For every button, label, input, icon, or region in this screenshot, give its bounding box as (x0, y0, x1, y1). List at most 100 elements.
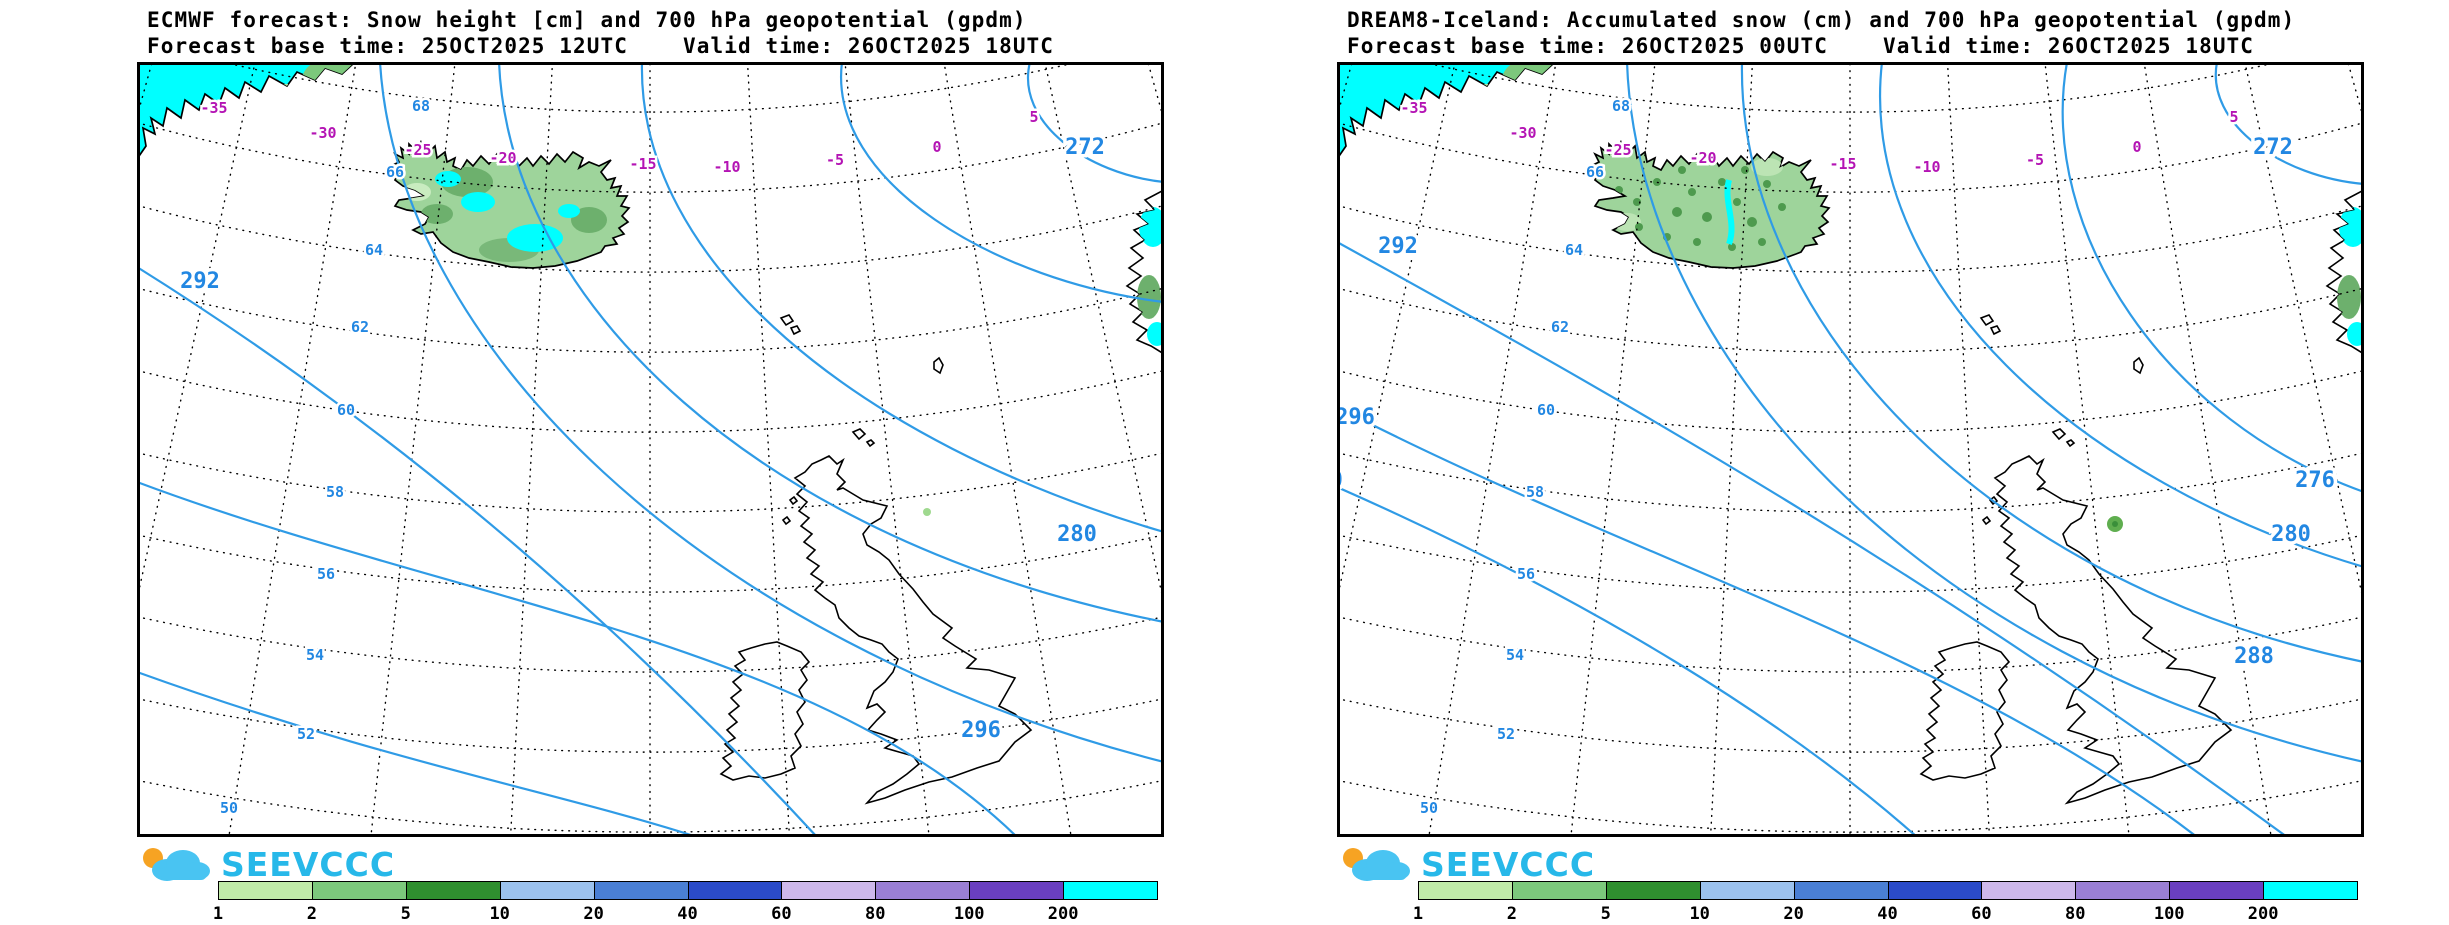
colorbar-label: 1 (212, 904, 224, 924)
lat-label: 66 (386, 163, 404, 181)
dream8-title: DREAM8-Iceland: Accumulated snow (cm) an… (1347, 8, 2296, 32)
colorbar-segment (687, 881, 783, 900)
geopotential-contours (1337, 62, 2364, 837)
colorbar-segment (1793, 881, 1889, 900)
contour-label: 288 (2234, 644, 2274, 669)
lon-label: 5 (1029, 108, 1038, 126)
colorbar-segment (1699, 881, 1795, 900)
cloud-icon (1343, 848, 1410, 881)
colorbar-segment (1063, 881, 1159, 900)
colorbar-segment (1605, 881, 1701, 900)
colorbar-label: 1 (1412, 904, 1424, 924)
lon-label: -30 (1509, 124, 1536, 142)
lon-label: 5 (2229, 108, 2238, 126)
contour-label: 272 (1065, 135, 1105, 160)
logo-text: SEEVCCC (1421, 844, 1596, 884)
colorbar-label: 100 (2153, 904, 2185, 924)
snow-colorbar: 1 2 5 10 20 40 60 80 100 200 (213, 881, 1159, 924)
seevccc-logo: SEEVCCC (1339, 843, 1595, 885)
contour-label: 296 (961, 718, 1001, 743)
colorbar-label: 20 (1783, 904, 1804, 924)
lat-label: 58 (1526, 483, 1544, 501)
lon-label: -10 (1913, 158, 1940, 176)
greenland (137, 62, 356, 160)
colorbar-label: 40 (677, 904, 698, 924)
colorbar-segment (593, 881, 689, 900)
lon-label: -35 (200, 99, 227, 117)
colorbar-label: 2 (1506, 904, 1518, 924)
colorbar-label: 200 (2247, 904, 2279, 924)
lat-label: 68 (412, 97, 430, 115)
lat-label: 62 (351, 318, 369, 336)
lon-label: -15 (629, 155, 656, 173)
colorbar-segment (1981, 881, 2077, 900)
lon-label: -25 (1604, 141, 1631, 159)
colorbar-segment (2075, 881, 2171, 900)
lat-label: 54 (1506, 646, 1524, 664)
contour-value-labels: 272 292 296 300 276 280 288 (1337, 132, 2338, 673)
colorbar-label: 5 (1600, 904, 1611, 924)
lat-label: 60 (1537, 401, 1555, 419)
logo-text: SEEVCCC (221, 844, 396, 884)
lon-label: -5 (2026, 151, 2044, 169)
seevccc-logo: SEEVCCC (139, 843, 395, 885)
colorbar-segment (2263, 881, 2359, 900)
colorbar-label: 40 (1877, 904, 1898, 924)
cloud-icon (143, 848, 210, 881)
latitude-labels: 68 66 64 62 60 58 56 54 52 50 (1417, 95, 1632, 820)
lat-label: 50 (1420, 799, 1438, 817)
longitude-labels: -35 -30 -25 -20 -15 -10 -5 0 5 (198, 97, 1041, 179)
colorbar-label: 100 (953, 904, 985, 924)
dream8-base-valid-time: Forecast base time: 26OCT2025 00UTC Vali… (1347, 34, 2255, 58)
snow-speck-scotland-core (2112, 521, 2118, 527)
lat-label: 66 (1586, 163, 1604, 181)
contour-label: 292 (180, 269, 220, 294)
lat-label: 58 (326, 483, 344, 501)
lat-label: 62 (1551, 318, 1569, 336)
colorbar-label: 2 (306, 904, 318, 924)
colorbar-label: 200 (1047, 904, 1079, 924)
colorbar-segment (218, 881, 313, 900)
panel-dream8: DREAM8-Iceland: Accumulated snow (cm) an… (1337, 0, 2449, 925)
lat-label: 54 (306, 646, 324, 664)
weather-map-ecmwf: 272 292 280 296 -35 -30 -25 -20 -15 -10 … (137, 62, 1164, 837)
lon-label: 0 (932, 138, 941, 156)
contour-label: 272 (2253, 135, 2293, 160)
lon-label: -5 (826, 151, 844, 169)
lon-label: -25 (404, 141, 431, 159)
snow-speck-scotland (923, 508, 931, 516)
lat-label: 52 (1497, 725, 1515, 743)
lat-label: 56 (317, 565, 335, 583)
colorbar-segment (1887, 881, 1983, 900)
lon-label: -15 (1829, 155, 1856, 173)
colorbar-label: 10 (489, 904, 510, 924)
lat-label: 56 (1517, 565, 1535, 583)
geopotential-contours (137, 62, 1164, 837)
colorbar-label: 60 (1971, 904, 1992, 924)
map-frame (1337, 62, 2364, 837)
colorbar-segment (499, 881, 595, 900)
ireland (1920, 641, 2010, 781)
lat-label: 60 (337, 401, 355, 419)
colorbar-label: 5 (400, 904, 411, 924)
colorbar-segment (405, 881, 501, 900)
lon-label: 0 (2132, 138, 2141, 156)
colorbar-segment (969, 881, 1065, 900)
ireland (720, 641, 810, 781)
panel-ecmwf: ECMWF forecast: Snow height [cm] and 700… (137, 0, 1337, 925)
lon-label: -30 (309, 124, 336, 142)
ecmwf-base-valid-time: Forecast base time: 25OCT2025 12UTC Vali… (147, 34, 1055, 58)
colorbar-segment (1511, 881, 1607, 900)
contour-label: 276 (2295, 468, 2335, 493)
colorbar-segment (1418, 881, 1513, 900)
colorbar-label: 10 (1689, 904, 1710, 924)
iceland-snow-fill (403, 167, 607, 262)
contour-label: 280 (2271, 522, 2311, 547)
weather-map-dream8: 272 292 296 300 276 280 288 -35 -30 -25 … (1337, 62, 2364, 837)
colorbar-label: 60 (771, 904, 792, 924)
latitude-labels: 68 66 64 62 60 58 56 54 52 50 (217, 95, 432, 820)
longitude-labels: -35 -30 -25 -20 -15 -10 -5 0 5 (1398, 97, 2241, 179)
contour-label: 296 (1337, 405, 1375, 430)
contour-value-labels: 272 292 280 296 (177, 132, 1109, 747)
